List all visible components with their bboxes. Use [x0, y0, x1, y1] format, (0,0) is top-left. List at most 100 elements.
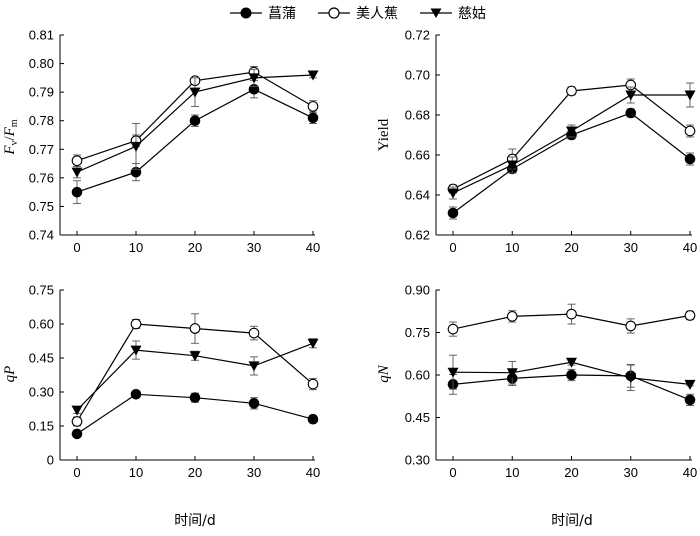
y-tick-label: 0.78 — [29, 113, 54, 128]
panel-qn: 0.30 0.45 0.60 0.75 0.90 0 10 20 30 40 — [405, 283, 698, 481]
data-point — [625, 107, 637, 119]
data-point — [130, 345, 142, 356]
y-tick-label: 0.30 — [29, 385, 54, 400]
y-tick-label: 0.75 — [405, 325, 430, 340]
data-point — [625, 373, 637, 384]
data-point — [71, 186, 83, 198]
data-point — [189, 115, 201, 127]
x-tick-label: 30 — [624, 465, 638, 480]
y-tick-label: 0.70 — [405, 68, 430, 83]
y-tick-label: 0.15 — [29, 419, 54, 434]
data-point — [506, 368, 518, 379]
panel-yield: 0.62 0.64 0.66 0.68 0.70 0.72 0 10 20 30 40 — [405, 28, 698, 256]
data-point — [307, 378, 319, 390]
panel-qp: 0 0.15 0.30 0.45 0.60 0.75 0 10 20 30 40 — [29, 283, 321, 481]
x-tick-label: 10 — [129, 240, 143, 255]
legend-item-s3: 慈姑 — [420, 6, 486, 22]
data-point — [130, 388, 142, 400]
series-3 — [71, 68, 319, 179]
y-tick-label: 0.75 — [29, 283, 54, 298]
series-1 — [71, 388, 319, 440]
y-axis-title-fv-fm: Fv/Fm — [2, 119, 20, 156]
x-tick-label: 10 — [505, 465, 519, 480]
data-point — [189, 351, 201, 362]
data-point — [189, 323, 201, 334]
legend-label-s1: 菖蒲 — [268, 6, 296, 22]
data-point — [625, 320, 637, 332]
x-tick-label: 20 — [564, 240, 578, 255]
y-tick-label: 0.90 — [405, 283, 430, 298]
data-point — [684, 153, 696, 165]
x-tick-label: 20 — [188, 240, 202, 255]
series-3 — [71, 338, 319, 416]
data-point — [130, 141, 142, 152]
x-tick-label: 40 — [683, 465, 697, 480]
x-tick-label: 30 — [247, 465, 261, 480]
x-axis-title-right: 时间/d — [551, 513, 593, 529]
x-tick-label: 40 — [306, 465, 320, 480]
x-tick-label: 10 — [129, 465, 143, 480]
y-tick-label: 0.77 — [29, 142, 54, 157]
legend-label-s2: 美人蕉 — [356, 6, 398, 22]
y-tick-label: 0.45 — [405, 410, 430, 425]
x-axis-title-left: 时间/d — [174, 513, 216, 529]
data-point — [566, 85, 577, 97]
data-point — [189, 87, 201, 98]
y-tick-label: 0.79 — [29, 85, 54, 100]
data-point — [506, 160, 518, 171]
y-tick-label: 0.60 — [29, 317, 54, 332]
data-point — [307, 101, 319, 112]
legend-item-s1: 菖蒲 — [230, 6, 296, 22]
series-2 — [71, 313, 319, 427]
y-tick-label: 0.62 — [405, 228, 430, 243]
y-tick-label: 0.45 — [29, 351, 54, 366]
y-axis-title-qn: qN — [376, 364, 392, 383]
data-point — [248, 361, 260, 372]
x-tick-label: 0 — [449, 240, 456, 255]
y-tick-label: 0.30 — [405, 453, 430, 468]
x-tick-label: 40 — [683, 240, 697, 255]
y-tick-label: 0.64 — [405, 188, 430, 203]
data-point — [566, 126, 577, 137]
data-point — [684, 310, 696, 321]
y-tick-label: 0.66 — [405, 148, 430, 163]
y-tick-label: 0.74 — [29, 228, 54, 243]
data-point — [248, 398, 260, 409]
x-tick-label: 30 — [247, 240, 261, 255]
x-tick-label: 0 — [449, 465, 456, 480]
legend-marker-filled-circle — [240, 7, 252, 19]
x-tick-label: 0 — [73, 240, 80, 255]
data-point — [71, 428, 83, 440]
legend-marker-open-circle — [328, 7, 340, 19]
y-tick-label: 0.81 — [29, 28, 54, 43]
x-tick-label: 0 — [73, 465, 80, 480]
legend-label-s3: 慈姑 — [458, 6, 486, 22]
data-point — [307, 338, 319, 349]
data-point — [684, 125, 696, 137]
legend-item-s2: 美人蕉 — [318, 6, 398, 22]
data-point — [248, 73, 260, 84]
data-point — [307, 70, 319, 81]
data-point — [189, 392, 201, 403]
data-point — [307, 413, 319, 425]
data-point — [248, 327, 260, 339]
data-point — [684, 90, 696, 101]
panel-fv-fm: 0.74 0.75 0.76 0.77 0.78 0.79 0.80 0.81 0 10 20 30 4… — [29, 28, 321, 256]
data-point — [71, 155, 83, 167]
data-point — [684, 394, 696, 406]
series-3 — [447, 354, 696, 392]
data-point — [625, 90, 637, 101]
data-point — [71, 416, 83, 427]
y-tick-label: 0.68 — [405, 108, 430, 123]
x-tick-label: 20 — [564, 465, 578, 480]
data-point — [447, 367, 459, 378]
legend-marker-filled-triangle — [430, 8, 442, 18]
data-point — [566, 357, 577, 368]
y-tick-label: 0.72 — [405, 28, 430, 43]
y-axis-title-yield: Yield — [376, 118, 392, 151]
y-axis-title-qp: qP — [2, 366, 18, 383]
data-point — [71, 405, 83, 416]
x-tick-label: 40 — [306, 240, 320, 255]
y-tick-label: 0.76 — [29, 170, 54, 185]
